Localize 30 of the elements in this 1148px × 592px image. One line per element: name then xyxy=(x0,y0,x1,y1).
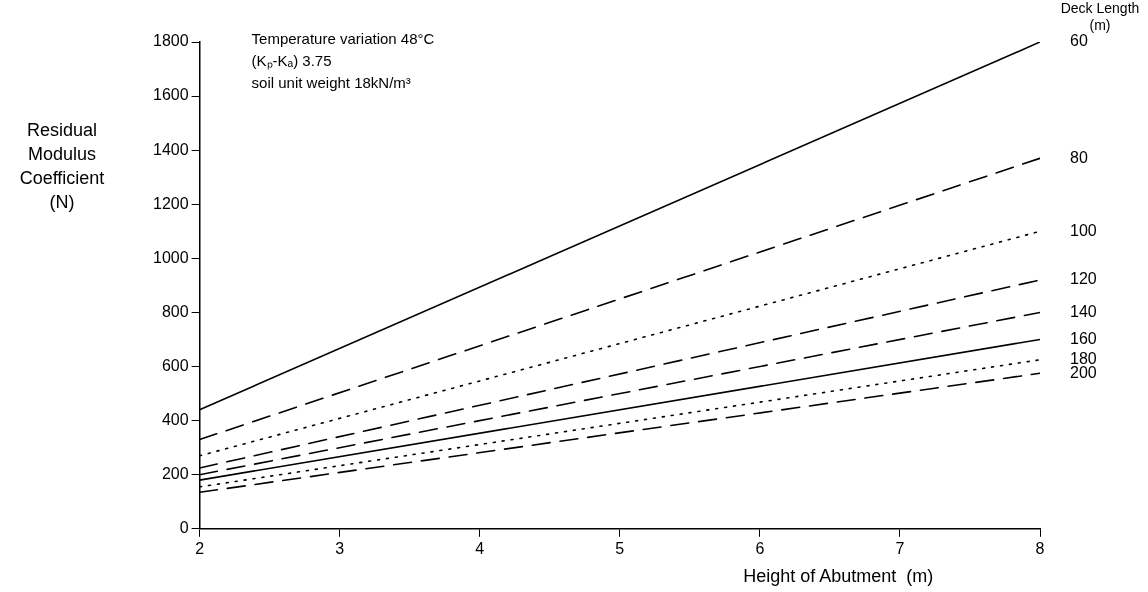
y-tick-label: 1400 xyxy=(153,140,189,158)
series-label: 60 xyxy=(1070,32,1088,50)
y-axis-title: Residual Modulus Coefficient (N) xyxy=(19,120,105,212)
annotation: (Kₚ-Kₐ) 3.75 xyxy=(251,52,332,70)
x-tick-label: 4 xyxy=(475,539,485,557)
y-tick-label: 200 xyxy=(161,465,189,483)
y-tick-label: 1000 xyxy=(153,248,189,266)
x-tick-label: 5 xyxy=(615,539,625,557)
series-label: 200 xyxy=(1070,363,1097,381)
x-tick-label: 3 xyxy=(335,539,345,557)
y-tick-label: 1200 xyxy=(153,194,189,212)
x-tick-label: 2 xyxy=(195,539,205,557)
series-label: 100 xyxy=(1070,221,1097,239)
series-label: 120 xyxy=(1070,270,1097,288)
x-tick-label: 8 xyxy=(1035,539,1045,557)
y-tick-label: 1800 xyxy=(153,32,189,50)
legend-title: Deck Length (m) xyxy=(1060,0,1140,33)
x-tick-label: 7 xyxy=(895,539,905,557)
y-tick-label: 600 xyxy=(161,356,189,374)
y-tick-label: 1600 xyxy=(153,86,189,104)
y-tick-label: 0 xyxy=(179,519,189,537)
x-axis-title: Height of Abutment (m) xyxy=(743,566,934,586)
annotation: Temperature variation 48°C xyxy=(251,30,435,47)
series-label: 80 xyxy=(1070,148,1088,166)
y-tick-label: 400 xyxy=(161,411,189,429)
x-tick-label: 6 xyxy=(755,539,765,557)
series-label: 160 xyxy=(1070,329,1097,347)
series-label: 140 xyxy=(1070,302,1097,320)
y-tick-label: 800 xyxy=(161,302,189,320)
annotation: soil unit weight 18kN/m³ xyxy=(251,74,411,91)
